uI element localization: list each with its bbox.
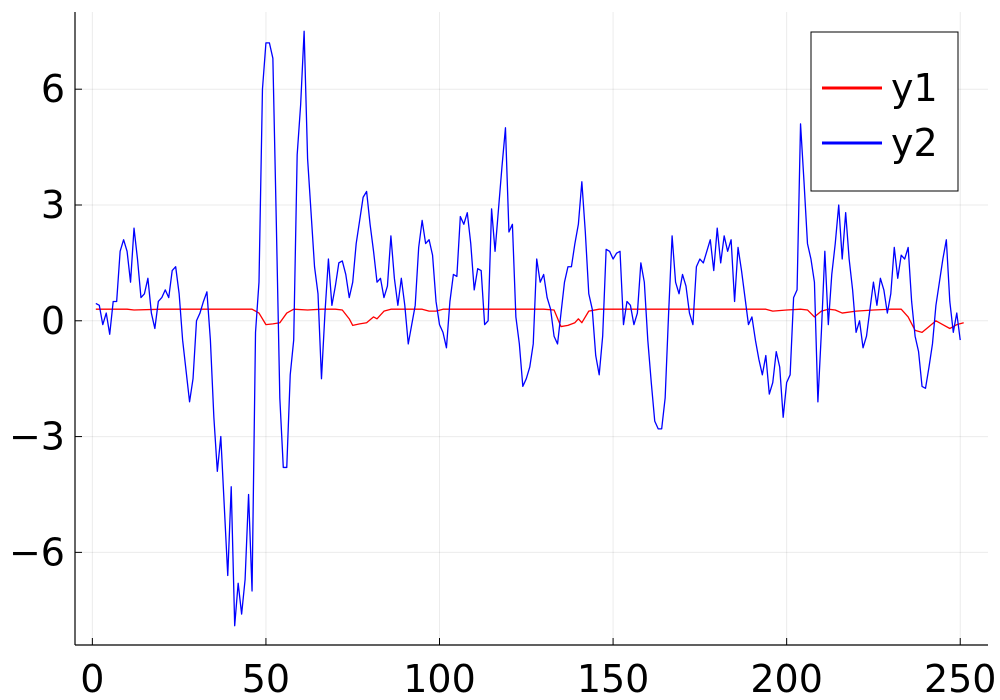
legend: y1 y2 — [810, 31, 959, 192]
y-tick-label: 6 — [41, 67, 65, 111]
x-tick-label: 200 — [750, 657, 823, 700]
x-tick-label: 250 — [924, 657, 997, 700]
y-tick-label: −3 — [9, 415, 65, 459]
y-tick-label: −6 — [9, 530, 65, 574]
x-tick-label: 150 — [577, 657, 650, 700]
x-tick-label: 0 — [80, 657, 104, 700]
x-tick-label: 100 — [403, 657, 476, 700]
x-tick-label: 50 — [242, 657, 290, 700]
legend-label-y1: y1 — [891, 66, 938, 110]
series-line-y2 — [95, 30, 961, 627]
axes: 0 50 100 150 200 250 −6 −3 0 3 6 — [9, 12, 997, 700]
legend-label-y2: y2 — [891, 121, 938, 165]
series-line-y1 — [95, 308, 964, 334]
series-layer — [95, 30, 964, 627]
legend-box — [810, 31, 959, 192]
y-tick-label: 0 — [41, 299, 65, 343]
y-tick-label: 3 — [41, 183, 65, 227]
